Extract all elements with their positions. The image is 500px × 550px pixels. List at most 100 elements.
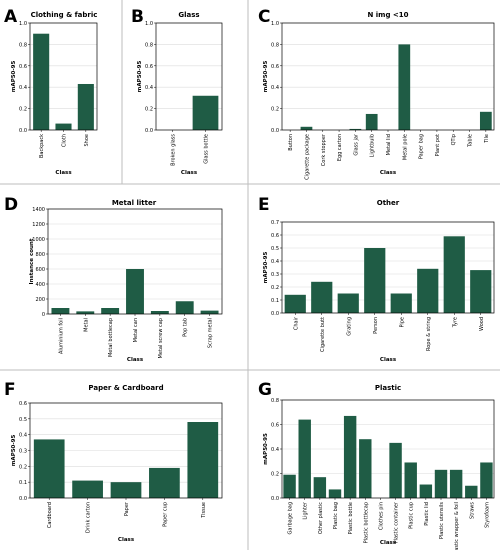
y-axis-label: mAP50-95 [11,61,17,93]
y-tick-label: 0.4 [19,433,27,439]
x-tick-label: QTip [451,134,457,145]
x-tick-label: Plastic wrapper & foil [454,502,460,550]
x-tick-label: Cigarette butt [320,317,326,352]
bar [175,301,194,314]
bar [480,462,493,498]
x-tick-label: Lightbulb [370,134,376,157]
x-axis-label: Class [55,170,72,176]
y-tick-label: 0.2 [271,107,279,113]
x-tick-label: Glass bottle [204,134,210,164]
y-axis-label: mAP50-95 [263,433,269,465]
bar [449,469,463,498]
bar [311,281,333,313]
panel-d: D Metal litter 0 200 400 600 800 1000 1200 1400 Al… [4,195,223,363]
y-axis-label: mAP50-95 [263,61,269,93]
x-axis-label: Class [380,170,397,176]
x-tick-label: Plastic utensils [439,502,445,540]
x-tick-label: Grating [346,317,352,336]
y-tick-label: 0.2 [271,472,279,478]
y-tick-label: 0.4 [271,259,279,265]
x-tick-label: Tyre [452,317,458,328]
panel-a: A Clothing & fabric 0.0 0.2 0.4 0.6 0.8 1.0 Back… [4,7,97,176]
bar [479,111,492,130]
bar [298,419,311,498]
x-tick-label: Plastic container [394,501,400,543]
x-tick-label: Tile [484,134,490,144]
panel-letter: G [258,380,272,400]
panel-letter: A [4,7,18,27]
x-tick-label: Styrofoam [484,502,490,528]
x-axis-label: Class [380,540,397,546]
bar [55,123,72,130]
x-axis-label: Class [127,357,144,363]
x-tick-label: Plastic bottle [348,502,354,534]
x-tick-label: Metal lid [386,134,392,155]
chart-panels: A Clothing & fabric 0.0 0.2 0.4 0.6 0.8 1.0 Back… [4,7,495,550]
panel-g: G Plastic 0.0 0.2 0.4 0.6 0.8 Garbage bag Lighte… [258,380,495,550]
y-tick-label: 0.0 [19,128,27,134]
x-tick-label: Clothes pin [378,502,384,530]
y-tick-label: 0.6 [271,233,279,239]
y-tick-label: 0.4 [271,85,279,91]
x-tick-label: Paper [124,501,130,516]
y-tick-label: 1.0 [19,21,27,27]
x-tick-label: Lighter [303,501,309,520]
panel-letter: F [4,380,16,400]
bar [434,469,448,498]
bar [465,485,478,498]
chart-title: Glass [178,11,199,19]
x-tick-label: Metal bottlecap [108,318,114,357]
bar [77,83,94,130]
y-tick-label: 0.2 [19,464,27,470]
bar [51,308,70,314]
x-tick-label: Cardboard [47,502,53,528]
bar [187,422,219,498]
panel-e: E Other 0.0 0.1 0.2 0.3 0.4 0.5 0.6 0.7 Chair Cigar… [258,195,495,363]
y-tick-label: 0.6 [145,64,153,70]
bar [283,474,296,498]
plot-frame [155,22,223,131]
y-tick-label: 0.5 [271,246,279,252]
y-tick-label: 0.8 [145,42,153,48]
x-tick-label: Pipe [399,317,405,328]
y-tick-label: 0.8 [19,42,27,48]
y-tick-label: 0.0 [19,496,27,502]
bar [284,294,306,313]
y-tick-label: 0.4 [145,85,153,91]
y-tick-label: 0.0 [271,496,279,502]
x-tick-label: Cigarette package [304,134,310,180]
y-tick-label: 1.0 [145,21,153,27]
y-tick-label: 0.6 [19,64,27,70]
x-tick-label: Scrap metal [208,318,214,348]
x-tick-label: Egg carton [337,134,343,161]
y-tick-label: 0.1 [19,480,27,486]
x-axis-label: Class [181,170,198,176]
bar [126,269,144,314]
bar [390,293,412,313]
y-tick-label: 1200 [32,222,45,228]
x-tick-label: Metal [83,318,89,332]
bar [470,270,492,313]
bar [200,310,219,314]
y-tick-label: 0.5 [19,417,27,423]
y-tick-label: 0.6 [271,423,279,429]
y-tick-label: 800 [35,252,45,258]
bar [389,442,402,498]
x-axis-label: Class [118,537,135,543]
bar [76,311,95,314]
panel-letter: E [258,195,270,215]
x-tick-label: Glass jar [353,133,359,156]
y-tick-label: 0.6 [271,64,279,70]
chart-title: Paper & Cardboard [88,384,163,392]
x-tick-label: Straws [469,502,475,519]
bar [404,462,417,498]
bar [398,44,411,130]
x-tick-label: Drink carton [86,502,92,533]
bar [300,126,313,130]
chart-title: N img <10 [367,11,408,19]
x-tick-label: Broken glass [171,134,177,166]
y-tick-label: 1400 [32,207,45,213]
x-tick-label: Rope & string [426,317,432,351]
